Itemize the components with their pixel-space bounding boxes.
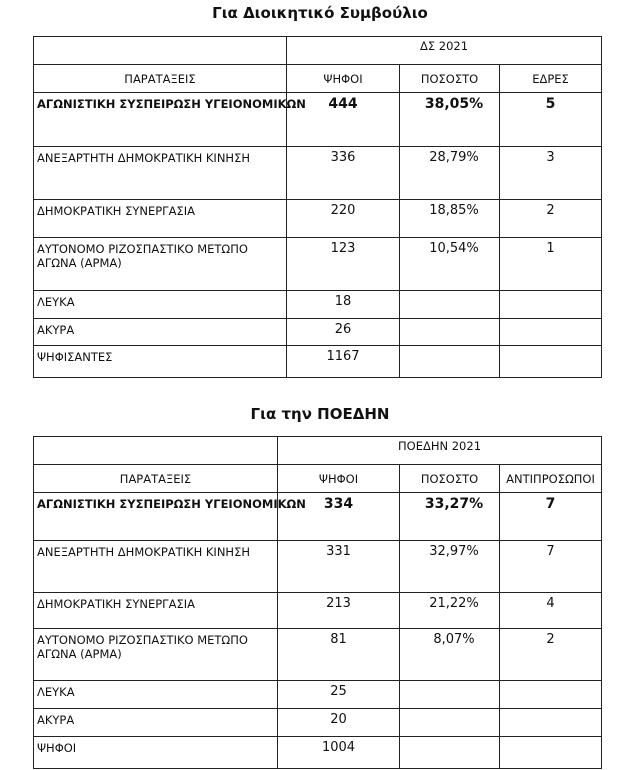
votes: 331 [277, 540, 400, 593]
col-header-percent: ΠΟΣΟΣΤΟ [399, 464, 500, 493]
votes: 336 [286, 146, 400, 200]
percent: 10,54% [399, 237, 500, 291]
board-title: Για Διοικητικό Συμβούλιο [212, 4, 428, 22]
poedin-title: Για την ΠΟΕΔΗΝ [250, 405, 390, 423]
table-row: ΔΗΜΟΚΡΑΤΙΚΗ ΣΥΝΕΡΓΑΣΙΑ 220 18,85% 2 [33, 199, 603, 238]
table-row: ΑΓΩΝΙΣΤΙΚΗ ΣΥΣΠΕΙΡΩΣΗ ΥΓΕΙΟΝΟΜΙΚΩΝ 334 3… [33, 492, 603, 541]
group-header-row: ΠΟΕΔΗΝ 2021 [33, 436, 603, 465]
poedin-results-table: ΠΟΕΔΗΝ 2021 ΠΑΡΑΤΑΞΕΙΣ ΨΗΦΟΙ ΠΟΣΟΣΤΟ ΑΝΤ… [33, 436, 603, 769]
percent: 38,05% [399, 92, 500, 147]
representatives: 7 [498, 492, 603, 541]
blank-label: ΛΕΥΚΑ [33, 680, 278, 709]
percent: 33,27% [399, 492, 500, 541]
seats: 1 [498, 237, 603, 291]
total-row: ΨΗΦΟΙ 1004 [33, 736, 603, 769]
percent: 8,07% [399, 628, 500, 681]
party-name: ΔΗΜΟΚΡΑΤΙΚΗ ΣΥΝΕΡΓΑΣΙΑ [33, 199, 287, 238]
party-name: ΑΝΕΞΑΡΤΗΤΗ ΔΗΜΟΚΡΑΤΙΚΗ ΚΙΝΗΣΗ [33, 146, 287, 200]
total-value: 1004 [277, 736, 400, 769]
table-row: ΑΝΕΞΑΡΤΗΤΗ ΔΗΜΟΚΡΑΤΙΚΗ ΚΙΝΗΣΗ 331 32,97%… [33, 540, 603, 593]
col-header-votes: ΨΗΦΟΙ [286, 64, 400, 93]
party-name: ΑΥΤΟΝΟΜΟ ΡΙΖΟΣΠΑΣΤΙΚΟ ΜΕΤΩΠΟ ΑΓΩΝΑ (ΑΡΜΑ… [33, 237, 287, 291]
blank-row: ΛΕΥΚΑ 18 [33, 290, 603, 319]
invalid-value: 20 [277, 708, 400, 737]
group-header-row: ΔΣ 2021 [33, 36, 603, 65]
invalid-label: ΑΚΥΡΑ [33, 708, 278, 737]
blank-value: 18 [286, 290, 400, 319]
total-value: 1167 [286, 345, 400, 378]
invalid-label: ΑΚΥΡΑ [33, 318, 287, 346]
col-header-representatives: ΑΝΤΙΠΡΟΣΩΠΟΙ [498, 464, 603, 493]
col-header-votes: ΨΗΦΟΙ [277, 464, 400, 493]
group-header: ΠΟΕΔΗΝ 2021 [276, 436, 603, 465]
percent: 18,85% [399, 199, 500, 238]
group-header: ΔΣ 2021 [285, 36, 603, 65]
votes: 220 [286, 199, 400, 238]
seats: 5 [498, 92, 603, 147]
votes: 123 [286, 237, 400, 291]
total-label: ΨΗΦΙΣΑΝΤΕΣ [33, 345, 287, 378]
column-header-row: ΠΑΡΑΤΑΞΕΙΣ ΨΗΦΟΙ ΠΟΣΟΣΤΟ ΕΔΡΕΣ [33, 64, 603, 93]
seats: 2 [498, 199, 603, 238]
votes: 334 [277, 492, 400, 541]
blank-value: 25 [277, 680, 400, 709]
percent: 32,97% [399, 540, 500, 593]
seats: 3 [498, 146, 603, 200]
invalid-value: 26 [286, 318, 400, 346]
percent: 28,79% [399, 146, 500, 200]
percent: 21,22% [399, 592, 500, 629]
table-row: ΑΥΤΟΝΟΜΟ ΡΙΖΟΣΠΑΣΤΙΚΟ ΜΕΤΩΠΟ ΑΓΩΝΑ (ΑΡΜΑ… [33, 628, 603, 681]
total-row: ΨΗΦΙΣΑΝΤΕΣ 1167 [33, 345, 603, 378]
col-header-percent: ΠΟΣΟΣΤΟ [399, 64, 500, 93]
party-name: ΔΗΜΟΚΡΑΤΙΚΗ ΣΥΝΕΡΓΑΣΙΑ [33, 592, 278, 629]
invalid-row: ΑΚΥΡΑ 20 [33, 708, 603, 737]
column-header-row: ΠΑΡΑΤΑΞΕΙΣ ΨΗΦΟΙ ΠΟΣΟΣΤΟ ΑΝΤΙΠΡΟΣΩΠΟΙ [33, 464, 603, 493]
col-header-seats: ΕΔΡΕΣ [498, 64, 603, 93]
party-name: ΑΓΩΝΙΣΤΙΚΗ ΣΥΣΠΕΙΡΩΣΗ ΥΓΕΙΟΝΟΜΙΚΩΝ [33, 92, 306, 147]
party-name: ΑΓΩΝΙΣΤΙΚΗ ΣΥΣΠΕΙΡΩΣΗ ΥΓΕΙΟΝΟΜΙΚΩΝ [33, 492, 306, 541]
total-label: ΨΗΦΟΙ [33, 736, 278, 769]
votes: 81 [277, 628, 400, 681]
table-row: ΑΓΩΝΙΣΤΙΚΗ ΣΥΣΠΕΙΡΩΣΗ ΥΓΕΙΟΝΟΜΙΚΩΝ 444 3… [33, 92, 603, 147]
votes: 213 [277, 592, 400, 629]
votes: 444 [286, 92, 400, 147]
col-header-party: ΠΑΡΑΤΑΞΕΙΣ [33, 64, 287, 93]
blank-row: ΛΕΥΚΑ 25 [33, 680, 603, 709]
invalid-row: ΑΚΥΡΑ 26 [33, 318, 603, 346]
col-header-party: ΠΑΡΑΤΑΞΕΙΣ [33, 464, 278, 493]
party-name: ΑΥΤΟΝΟΜΟ ΡΙΖΟΣΠΑΣΤΙΚΟ ΜΕΤΩΠΟ ΑΓΩΝΑ (ΑΡΜΑ… [33, 628, 278, 681]
party-name: ΑΝΕΞΑΡΤΗΤΗ ΔΗΜΟΚΡΑΤΙΚΗ ΚΙΝΗΣΗ [33, 540, 278, 593]
board-results-table: ΔΣ 2021 ΠΑΡΑΤΑΞΕΙΣ ΨΗΦΟΙ ΠΟΣΟΣΤΟ ΕΔΡΕΣ Α… [33, 36, 603, 378]
table-row: ΑΥΤΟΝΟΜΟ ΡΙΖΟΣΠΑΣΤΙΚΟ ΜΕΤΩΠΟ ΑΓΩΝΑ (ΑΡΜΑ… [33, 237, 603, 291]
representatives: 4 [498, 592, 603, 629]
representatives: 7 [498, 540, 603, 593]
blank-label: ΛΕΥΚΑ [33, 290, 287, 319]
representatives: 2 [498, 628, 603, 681]
table-row: ΔΗΜΟΚΡΑΤΙΚΗ ΣΥΝΕΡΓΑΣΙΑ 213 21,22% 4 [33, 592, 603, 629]
table-row: ΑΝΕΞΑΡΤΗΤΗ ΔΗΜΟΚΡΑΤΙΚΗ ΚΙΝΗΣΗ 336 28,79%… [33, 146, 603, 200]
